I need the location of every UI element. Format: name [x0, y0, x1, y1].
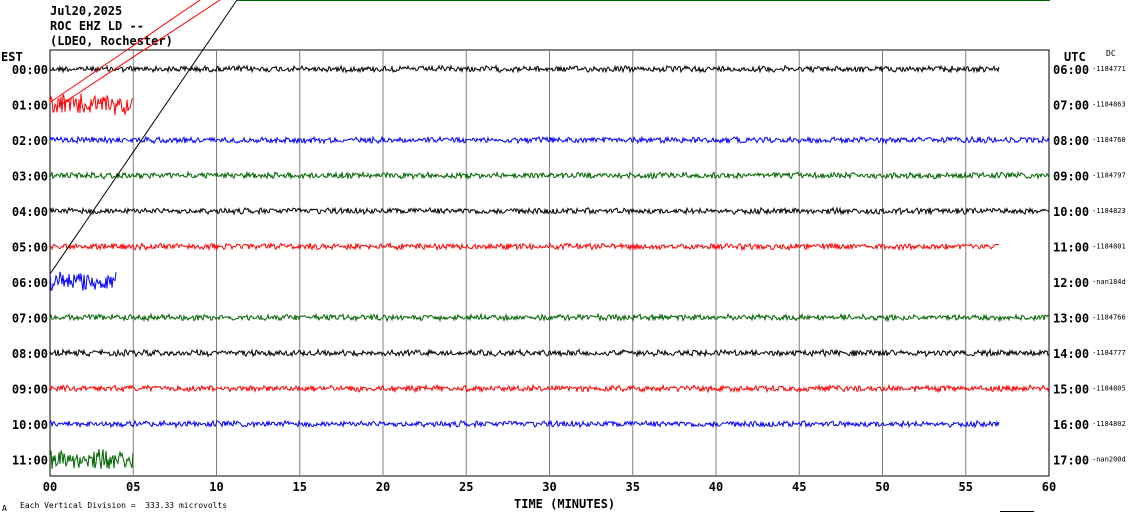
utc-hour-label: 16:00 — [1053, 418, 1089, 432]
footnote-mark: A — [2, 504, 7, 513]
x-tick-label: 30 — [542, 480, 556, 494]
utc-hour-label: 10:00 — [1053, 205, 1089, 219]
trace-line — [49, 383, 1050, 394]
est-hour-label: 11:00 — [12, 454, 48, 468]
scale-bar — [1000, 511, 1034, 512]
x-tick-label: 10 — [209, 480, 223, 494]
est-axis-label: EST — [1, 50, 23, 64]
est-hour-label: 06:00 — [12, 276, 48, 290]
utc-hour-label: 12:00 — [1053, 276, 1089, 290]
network-label: (LDEO, Rochester) — [50, 34, 173, 48]
dc-offset-label: -1184766 — [1092, 314, 1126, 322]
dc-header-label: DC — [1106, 49, 1116, 58]
est-hour-label: 03:00 — [12, 170, 48, 184]
dc-offset-label: -1184802 — [1092, 420, 1126, 428]
x-tick-label: 15 — [293, 480, 307, 494]
trace-line — [49, 64, 1000, 74]
dc-offset-label: -1184777 — [1092, 349, 1126, 357]
trace-line — [49, 206, 1050, 216]
utc-axis-label: UTC — [1064, 50, 1086, 64]
dc-offset-label: -1184863 — [1092, 101, 1126, 109]
utc-hour-label: 08:00 — [1053, 134, 1089, 148]
est-hour-label: 09:00 — [12, 383, 48, 397]
x-tick-label: 60 — [1042, 480, 1056, 494]
x-tick-label: 20 — [376, 480, 390, 494]
est-hour-label: 08:00 — [12, 347, 48, 361]
est-hour-label: 01:00 — [12, 99, 48, 113]
trace-connector — [49, 0, 238, 275]
trace-line — [49, 92, 134, 116]
x-tick-label: 00 — [43, 480, 57, 494]
dc-offset-label: -nan184d — [1092, 278, 1126, 286]
est-hour-label: 02:00 — [12, 134, 48, 148]
x-tick-label: 25 — [459, 480, 473, 494]
trace-line — [49, 419, 1000, 429]
trace-line — [49, 271, 117, 291]
trace-connector — [49, 0, 201, 103]
trace-line — [49, 241, 1000, 252]
utc-hour-label: 14:00 — [1053, 347, 1089, 361]
x-tick-label: 40 — [709, 480, 723, 494]
dc-offset-label: -1184823 — [1092, 207, 1126, 215]
utc-hour-label: 13:00 — [1053, 312, 1089, 326]
trace-line — [49, 449, 134, 470]
dc-offset-label: -nan200d — [1092, 456, 1126, 464]
dc-offset-label: -1184805 — [1092, 385, 1126, 393]
vertical-division-note: Each Vertical Division = 333.33 microvol… — [20, 501, 228, 510]
est-hour-label: 04:00 — [12, 205, 48, 219]
trace-line — [49, 347, 1050, 358]
x-tick-label: 45 — [792, 480, 806, 494]
utc-hour-label: 07:00 — [1053, 99, 1089, 113]
utc-hour-label: 11:00 — [1053, 241, 1089, 255]
dc-offset-label: -1184797 — [1092, 172, 1126, 180]
dc-offset-label: -1184771 — [1092, 65, 1126, 73]
est-hour-label: 10:00 — [12, 418, 48, 432]
utc-hour-label: 17:00 — [1053, 454, 1089, 468]
date-label: Jul20,2025 — [50, 4, 123, 18]
trace-line — [49, 135, 1050, 146]
trace-line — [49, 312, 1050, 323]
dc-offset-label: -1184801 — [1092, 243, 1126, 251]
x-tick-label: 35 — [626, 480, 640, 494]
dc-offset-label: -1184760 — [1092, 136, 1126, 144]
x-tick-label: 05 — [126, 480, 140, 494]
x-tick-label: 50 — [875, 480, 889, 494]
trace-connector — [57, 0, 221, 107]
est-hour-label: 07:00 — [12, 312, 48, 326]
est-hour-label: 05:00 — [12, 241, 48, 255]
x-axis-title: TIME (MINUTES) — [514, 497, 616, 511]
station-label: ROC EHZ LD -- — [50, 19, 144, 33]
x-tick-label: 55 — [959, 480, 973, 494]
est-hour-label: 00:00 — [12, 63, 48, 77]
utc-hour-label: 09:00 — [1053, 170, 1089, 184]
trace-line — [49, 170, 1050, 181]
utc-hour-label: 06:00 — [1053, 63, 1089, 77]
utc-hour-label: 15:00 — [1053, 383, 1089, 397]
